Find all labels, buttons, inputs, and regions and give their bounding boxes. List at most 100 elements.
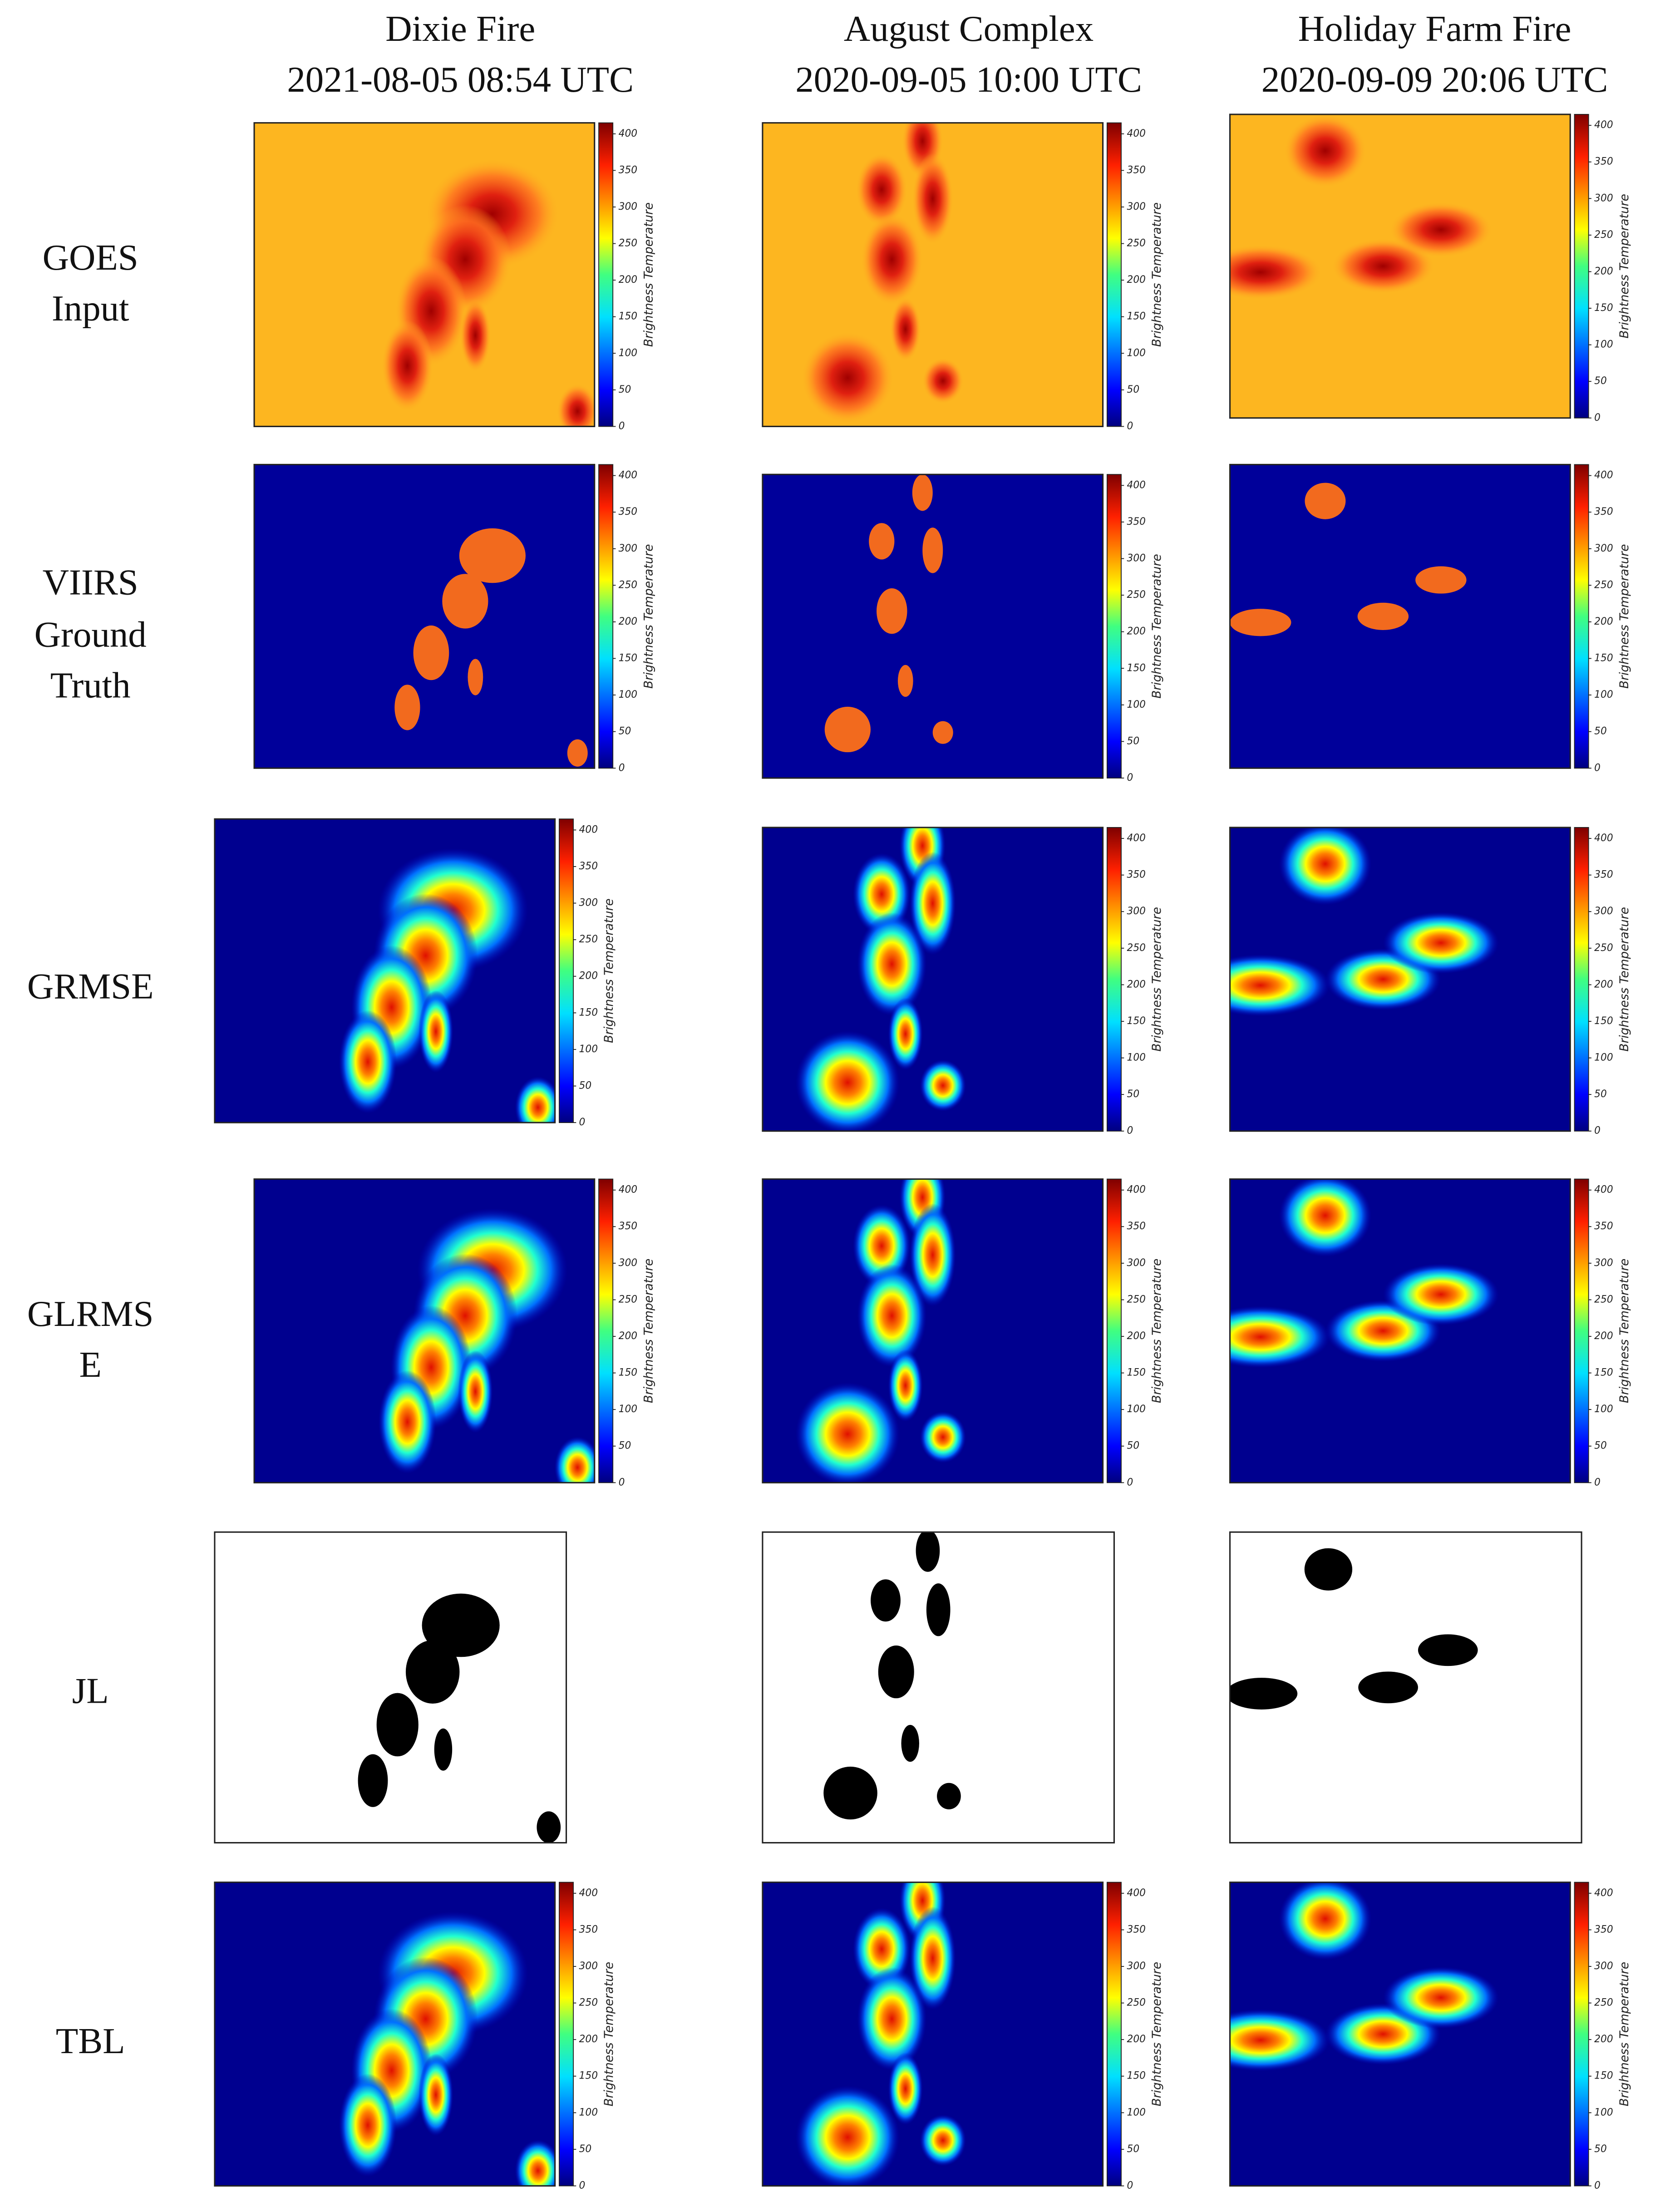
colorbar-tick-label: 200 (1594, 1330, 1613, 1342)
colorbar-tick-label: 350 (1594, 1924, 1613, 1935)
fire-region (554, 1436, 595, 1483)
heatmap (1230, 464, 1571, 769)
row-label: GRMSE (27, 966, 154, 1006)
row-label: Ground (34, 615, 147, 655)
colorbar-tick-label: 200 (579, 971, 598, 982)
colorbar-tick-label: 100 (619, 347, 638, 359)
fire-region (1230, 1306, 1330, 1368)
fire-region (459, 528, 526, 583)
colorbar-tick-label: 0 (1127, 1477, 1133, 1488)
colorbar-tick-label: 400 (579, 1887, 598, 1899)
colorbar-tick-label: 100 (1127, 699, 1146, 710)
fire-region (339, 1010, 397, 1113)
fire-region (856, 153, 907, 227)
colorbar-tick-label: 400 (1594, 470, 1613, 481)
row-label: TBL (56, 2021, 125, 2061)
colorbar-tick-label: 150 (1127, 1367, 1146, 1379)
colorbar-label: Brightness Temperature (1617, 544, 1631, 689)
colorbar-tick-label: 300 (1594, 1257, 1613, 1269)
fire-region (857, 912, 927, 1016)
fire-region (1284, 114, 1366, 187)
fire-region (468, 659, 483, 695)
colorbar-tick-label: 300 (1594, 906, 1613, 917)
column-timestamp: 2021-08-05 08:54 UTC (287, 59, 634, 100)
fire-region (857, 1264, 927, 1368)
fire-region (901, 1724, 919, 1762)
fire-region (912, 474, 933, 511)
heatmap (762, 123, 1103, 427)
column-title: August Complex (844, 9, 1093, 49)
fire-region (909, 1203, 956, 1307)
colorbar-tick-label: 400 (579, 824, 598, 835)
colorbar-tick-label: 0 (579, 2180, 586, 2191)
fire-region (1304, 1548, 1353, 1591)
colorbar-tick-label: 100 (1594, 1052, 1613, 1064)
colorbar-tick-label: 250 (1127, 589, 1146, 601)
colorbar-tick-label: 50 (1594, 726, 1607, 737)
colorbar-tick-label: 100 (1127, 347, 1146, 359)
fire-region (916, 1532, 940, 1572)
fire-region (1383, 911, 1499, 974)
fire-region (557, 384, 595, 427)
colorbar-tick-label: 250 (1127, 1294, 1146, 1305)
column-title: Dixie Fire (385, 9, 535, 49)
panel-border (762, 1531, 1115, 1844)
colorbar-tick-label: 100 (1127, 1404, 1146, 1415)
fire-region (339, 2073, 397, 2177)
colorbar-tick-label: 100 (1594, 339, 1613, 350)
colorbar (1574, 827, 1589, 1132)
panel-border (214, 1531, 567, 1844)
colorbar-tick-label: 350 (1594, 1221, 1613, 1232)
fire-region (418, 2053, 453, 2136)
heatmap (1230, 114, 1571, 418)
colorbar-tick-label: 200 (1594, 266, 1613, 277)
colorbar (1574, 1882, 1589, 2187)
colorbar-tick-label: 250 (1594, 229, 1613, 241)
column-timestamp: 2020-09-05 10:00 UTC (795, 59, 1142, 100)
row-label: Truth (50, 665, 131, 706)
panel-border (1229, 1178, 1571, 1483)
colorbar-tick-label: 350 (619, 164, 638, 176)
colorbar-tick-label: 250 (1127, 238, 1146, 249)
colorbar-tick-label: 50 (1127, 735, 1139, 747)
fire-region (1230, 954, 1330, 1016)
colorbar-tick-label: 200 (1127, 2034, 1146, 2045)
colorbar-tick-label: 50 (1127, 384, 1139, 395)
colorbar-tick-label: 0 (1594, 1125, 1601, 1137)
colorbar-tick-label: 200 (619, 1330, 638, 1342)
colorbar-tick-label: 50 (1127, 1089, 1139, 1100)
panel-border (253, 463, 596, 769)
colorbar (598, 1178, 614, 1483)
fire-region (888, 2052, 923, 2125)
colorbar-label: Brightness Temperature (1150, 907, 1164, 1052)
colorbar-tick-label: 100 (1594, 689, 1613, 700)
colorbar-label: Brightness Temperature (1150, 1259, 1164, 1404)
colorbar-tick-label: 150 (619, 311, 638, 322)
colorbar-tick-label: 250 (1594, 579, 1613, 591)
colorbar-tick-label: 0 (1127, 772, 1133, 783)
fire-region (871, 1579, 901, 1622)
colorbar-tick-label: 0 (619, 1477, 625, 1488)
panel-border (214, 1882, 556, 2187)
colorbar-tick-label: 150 (1594, 2070, 1613, 2082)
colorbar (1106, 1882, 1122, 2187)
colorbar-tick-label: 150 (1594, 1015, 1613, 1027)
panel-border (1229, 1882, 1571, 2187)
colorbar-tick-label: 200 (1127, 1330, 1146, 1342)
row-label: GLRMS (27, 1294, 154, 1334)
colorbar-tick-label: 350 (1127, 1924, 1146, 1935)
colorbar-tick-label: 300 (1127, 553, 1146, 564)
colorbar-tick-label: 400 (619, 1184, 638, 1196)
colorbar-tick-label: 250 (1594, 1294, 1613, 1305)
colorbar (1106, 827, 1122, 1132)
fire-region (937, 1783, 961, 1809)
fire-region (861, 214, 923, 305)
colorbar-tick-label: 400 (1127, 479, 1146, 491)
colorbar-tick-label: 0 (619, 420, 625, 432)
colorbar-tick-label: 0 (1594, 1477, 1601, 1488)
colorbar-tick-label: 150 (579, 1007, 598, 1018)
colorbar-tick-label: 200 (1127, 979, 1146, 990)
panel-border (253, 122, 596, 428)
colorbar-tick-label: 300 (619, 543, 638, 554)
